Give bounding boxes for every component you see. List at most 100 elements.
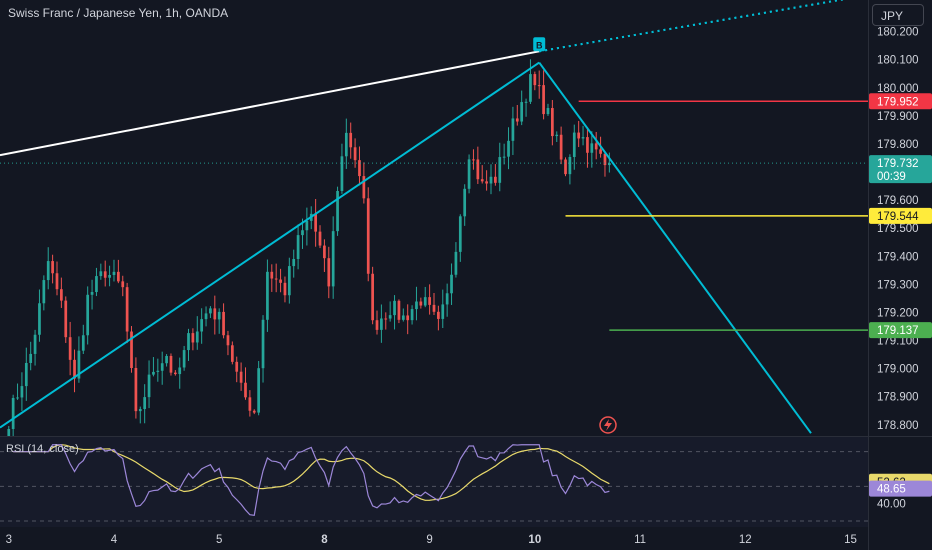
candle bbox=[38, 289, 41, 342]
candle-body bbox=[388, 315, 392, 319]
candle bbox=[577, 120, 581, 148]
candle-body bbox=[515, 118, 519, 122]
candle bbox=[130, 326, 133, 373]
candle bbox=[305, 207, 309, 246]
candle-body bbox=[393, 300, 396, 316]
y-tick-label: 179.500 bbox=[877, 223, 919, 235]
candle bbox=[388, 301, 392, 322]
candle-body bbox=[51, 261, 54, 274]
currency-selector-button[interactable]: JPY bbox=[872, 4, 924, 26]
candle-body bbox=[529, 74, 532, 102]
candle-body bbox=[46, 261, 50, 281]
rsi-y-tick-label: 40.00 bbox=[877, 499, 906, 511]
candle-body bbox=[217, 311, 221, 320]
trendline-3 bbox=[0, 61, 540, 429]
candle bbox=[344, 118, 348, 169]
candle-body bbox=[112, 271, 116, 275]
candle-body bbox=[432, 304, 436, 312]
trendline-1 bbox=[0, 50, 540, 157]
candle bbox=[279, 268, 282, 293]
candle-body bbox=[121, 281, 125, 288]
candle-body bbox=[81, 335, 85, 351]
candle-body bbox=[498, 157, 502, 183]
candle-body bbox=[331, 231, 335, 287]
lightning-bolt bbox=[604, 419, 612, 431]
marker-badge bbox=[533, 37, 546, 52]
candle-body bbox=[156, 370, 160, 372]
rsi-moving-average-line bbox=[13, 444, 610, 501]
x-tick-label: 3 bbox=[6, 534, 12, 546]
candle-body bbox=[327, 258, 331, 287]
candle-body bbox=[467, 159, 471, 189]
candle-body bbox=[296, 235, 300, 259]
marker-label: B bbox=[536, 40, 543, 50]
candle-body bbox=[165, 355, 168, 364]
candle-body bbox=[204, 313, 208, 320]
candle bbox=[147, 360, 151, 409]
candle bbox=[125, 282, 129, 344]
candle-body bbox=[11, 397, 15, 429]
candle bbox=[401, 308, 405, 322]
candle-body bbox=[257, 368, 261, 413]
candle bbox=[33, 329, 37, 366]
x-tick-label: 12 bbox=[739, 534, 752, 546]
candle bbox=[261, 315, 265, 383]
candle bbox=[529, 59, 532, 104]
candle-body bbox=[362, 176, 366, 199]
candle-body bbox=[371, 273, 374, 321]
candle-body bbox=[603, 153, 607, 166]
candle bbox=[507, 127, 510, 170]
candle bbox=[314, 199, 317, 247]
candle bbox=[415, 286, 418, 321]
candle bbox=[336, 186, 339, 236]
candle-body bbox=[200, 319, 204, 332]
candle bbox=[68, 321, 72, 376]
candle-body bbox=[511, 118, 515, 141]
candle-body bbox=[68, 337, 72, 360]
candle bbox=[195, 316, 199, 350]
candle-body bbox=[349, 132, 353, 148]
candle bbox=[7, 426, 11, 436]
candle bbox=[29, 341, 33, 371]
candle bbox=[546, 103, 550, 116]
candle bbox=[187, 328, 190, 361]
candle-body bbox=[248, 397, 252, 411]
candle bbox=[384, 312, 388, 330]
x-tick-label: 4 bbox=[111, 534, 118, 546]
candle-body bbox=[494, 176, 497, 183]
candle bbox=[266, 259, 269, 332]
candle-body bbox=[489, 176, 493, 184]
candle-body bbox=[401, 315, 405, 320]
candle-body bbox=[24, 362, 28, 387]
candle bbox=[226, 330, 230, 356]
candle-body bbox=[428, 297, 431, 305]
candle-body bbox=[397, 300, 401, 320]
candle bbox=[397, 299, 401, 324]
candle-body bbox=[410, 309, 414, 321]
candle-body bbox=[143, 397, 147, 410]
candle-body bbox=[20, 386, 24, 398]
trendline-dotted-extension bbox=[539, 0, 846, 53]
candle bbox=[60, 277, 63, 308]
candle-body bbox=[270, 271, 274, 279]
candle-body bbox=[375, 320, 379, 330]
candle bbox=[160, 351, 164, 385]
candle bbox=[406, 304, 410, 335]
candle bbox=[42, 275, 46, 311]
rsi-value-tag-bg bbox=[869, 480, 932, 497]
level-tag-1-bg bbox=[869, 93, 932, 110]
rsi-line bbox=[13, 444, 610, 517]
candle bbox=[138, 406, 142, 424]
candle-body bbox=[29, 353, 33, 363]
candle bbox=[20, 372, 24, 411]
candle-body bbox=[419, 301, 423, 306]
candle-body bbox=[441, 304, 445, 319]
candle bbox=[173, 370, 177, 376]
candle bbox=[200, 308, 204, 344]
candle bbox=[358, 146, 361, 186]
candle-body bbox=[546, 108, 550, 115]
candle bbox=[156, 358, 160, 382]
candle-body bbox=[239, 371, 243, 383]
candle-body bbox=[445, 293, 449, 305]
